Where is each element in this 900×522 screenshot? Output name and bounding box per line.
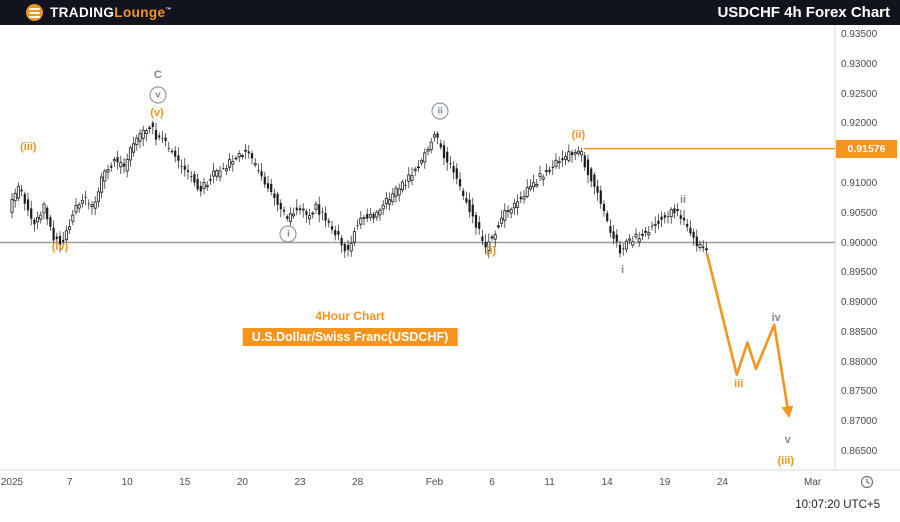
symbol-banner: U.S.Dollar/Swiss Franc(USDCHF): [242, 328, 458, 346]
wave-label-iv: (iv): [51, 241, 69, 254]
axis-separator: [0, 25, 900, 471]
wave-label-i: i: [621, 263, 625, 276]
wave-label-i: i: [279, 225, 297, 243]
wave-label-iii: (iii): [777, 454, 795, 467]
x-axis-label: 7: [66, 477, 73, 488]
projection-arrow: [705, 253, 794, 419]
x-axis-label: Mar: [804, 477, 822, 488]
y-axis-label: 0.90000: [841, 237, 878, 249]
y-axis-label: 0.88500: [841, 326, 878, 338]
brand-word-trading: TRADING: [50, 5, 115, 20]
x-axis-label: 19: [659, 477, 671, 488]
y-axis-label: 0.89000: [841, 297, 878, 309]
y-axis-label: 0.87500: [841, 386, 878, 398]
candles-down: [20, 122, 705, 254]
y-axis-label: 0.91000: [841, 177, 878, 189]
wave-label-iv: iv: [771, 312, 781, 325]
brand-word-lounge: Lounge: [114, 5, 166, 20]
x-axis-label: Feb: [425, 477, 444, 488]
y-axis-label: 0.89500: [841, 267, 878, 279]
tradinglounge-logo-icon: [26, 4, 43, 21]
x-axis-label: 10: [121, 477, 133, 488]
wave-label-ii: (ii): [571, 128, 586, 141]
y-axis-label: 0.92500: [841, 88, 878, 100]
y-axis-label: 0.93500: [841, 29, 878, 40]
wave-label-iii: iii: [734, 377, 744, 390]
wave-label-ii: ii: [431, 102, 449, 120]
x-axis-label: 24: [716, 477, 728, 488]
y-axis-label: 0.93000: [841, 58, 878, 70]
y-axis-label: 0.90500: [841, 207, 878, 219]
x-axis-label: 14: [601, 477, 613, 488]
x-axis-label: 6: [489, 477, 495, 488]
y-axis-label: 0.88000: [841, 356, 878, 368]
clock-time[interactable]: 10:07:20 UTC+5: [795, 499, 880, 511]
brand-name: TRADINGLounge™: [50, 5, 172, 20]
wave-label-i: (i): [485, 244, 497, 257]
wave-label-iii: (iii): [20, 141, 37, 154]
wave-label-v: v: [149, 86, 167, 104]
wave-label-C: C: [153, 69, 162, 82]
wave-label-v: v: [784, 434, 791, 447]
y-axis-label: 0.87000: [841, 416, 878, 428]
header-bar: TRADINGLounge™ USDCHF 4h Forex Chart: [0, 0, 900, 25]
wave-label-ii: ii: [679, 194, 687, 207]
x-axis-label: 28: [352, 477, 364, 488]
trademark-symbol: ™: [165, 7, 172, 14]
candles-up: [10, 127, 708, 252]
x-axis-label: 11: [544, 477, 555, 488]
x-axis-label: 2025: [0, 477, 24, 488]
x-axis-label: 23: [294, 477, 306, 488]
brand-logo[interactable]: TRADINGLounge™: [26, 4, 172, 21]
y-axis-label: 0.92000: [841, 118, 878, 130]
wave-label-v: (v): [150, 107, 164, 120]
clock-icon[interactable]: [860, 475, 874, 489]
page-title: USDCHF 4h Forex Chart: [717, 4, 890, 21]
timeframe-caption: 4Hour Chart: [315, 309, 385, 323]
candle-wicks: [11, 120, 707, 259]
x-axis-label: 15: [179, 477, 191, 488]
y-axis-label: 0.86500: [841, 446, 878, 457]
price-tag: 0.91576: [836, 139, 897, 158]
x-axis-label: 20: [236, 477, 248, 488]
